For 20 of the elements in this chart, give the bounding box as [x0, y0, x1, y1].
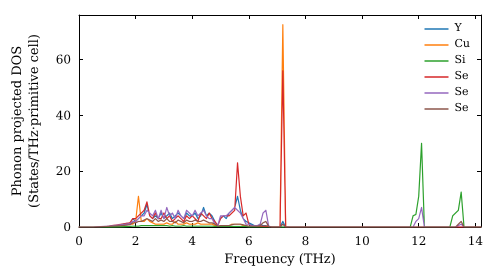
x-tick-label: 14 — [468, 234, 484, 248]
x-axis-title: Frequency (THz) — [224, 252, 336, 267]
y-tick-label: 0 — [63, 220, 71, 234]
x-tick-label: 12 — [411, 234, 426, 248]
y-axis-title: Phonon projected DOS (States/THz·primitive cell) — [10, 34, 42, 208]
x-tick-label: 0 — [75, 234, 83, 248]
legend-label: Y — [454, 21, 462, 34]
x-tick-label: 6 — [245, 234, 253, 248]
legend-label: Se — [454, 101, 469, 114]
x-tick-label: 8 — [302, 234, 310, 248]
x-tick-label: 10 — [354, 234, 370, 248]
x-tick-label: 2 — [132, 234, 140, 248]
legend-label: Cu — [454, 37, 470, 50]
x-tick-label: 4 — [188, 234, 196, 248]
legend-label: Si — [454, 53, 466, 66]
y-tick-label: 40 — [56, 108, 71, 122]
legend-label: Se — [454, 85, 469, 98]
y-tick-label: 20 — [56, 164, 71, 178]
y-tick-label: 60 — [56, 52, 71, 67]
legend-label: Se — [454, 69, 469, 82]
